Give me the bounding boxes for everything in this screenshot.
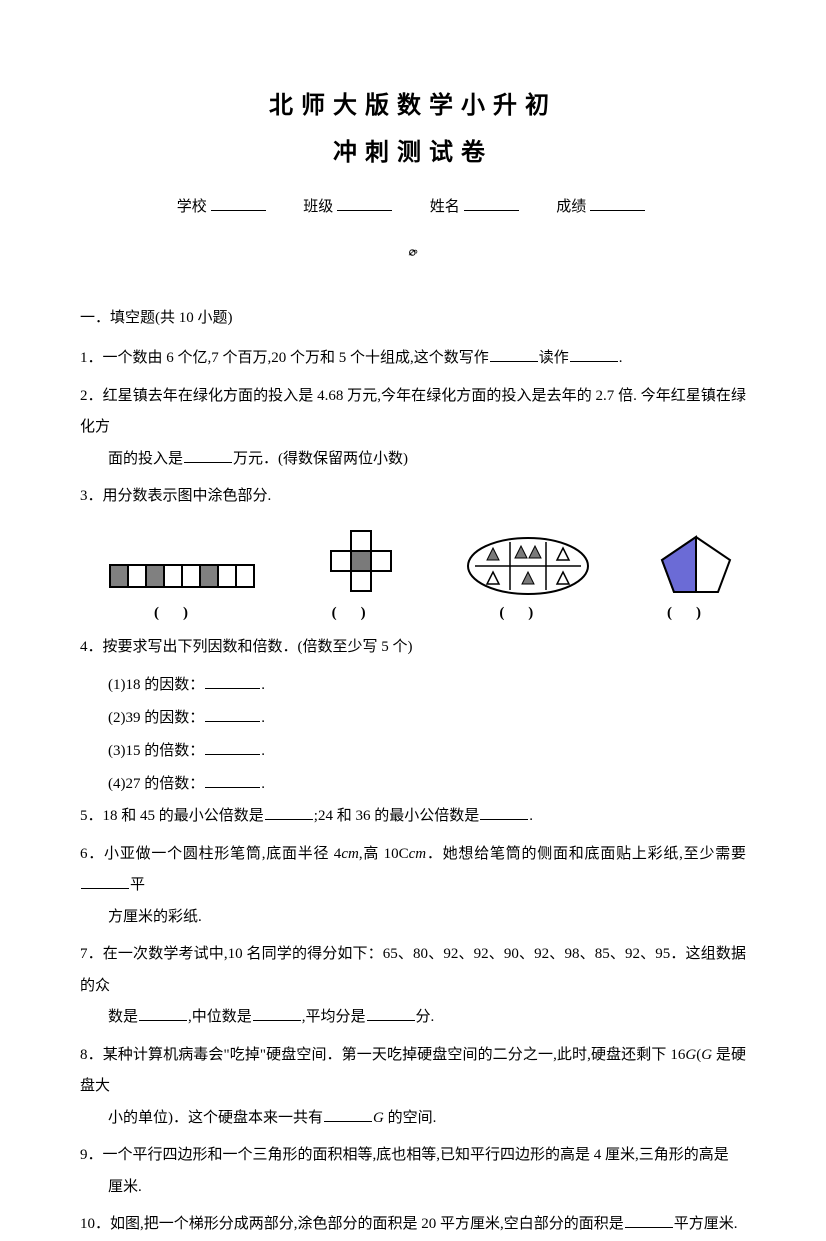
question-1: 1．一个数由 6 个亿,7 个百万,20 个万和 5 个十组成,这个数写作 读作. [80, 343, 746, 375]
q3-number: 3． [80, 488, 103, 504]
school-label: 学校 [177, 199, 207, 215]
score-label: 成绩 [556, 199, 586, 215]
q8-G1: G [685, 1047, 696, 1063]
q1-text-c: . [619, 350, 623, 366]
q2-blank[interactable] [184, 448, 232, 463]
q3-text: 用分数表示图中涂色部分. [103, 488, 272, 504]
exam-title-line1: 北师大版数学小升初 [80, 85, 746, 120]
q4-blank-1[interactable] [205, 674, 260, 689]
q7-text-e: 分. [416, 1009, 435, 1025]
q4-sub4: (4)27 的倍数：. [80, 768, 746, 801]
q4-sub2: (2)39 的因数：. [80, 702, 746, 735]
q4-text: 按要求写出下列因数和倍数．(倍数至少写 5 个) [103, 639, 413, 655]
q6-text-a: 小亚做一个圆柱形笔筒,底面半径 4 [104, 846, 341, 862]
question-8: 8．某种计算机病毒会"吃掉"硬盘空间．第一天吃掉硬盘空间的二分之一,此时,硬盘还… [80, 1040, 746, 1135]
q4-blank-3[interactable] [205, 740, 260, 755]
q5-blank-1[interactable] [265, 805, 313, 820]
q10-blank[interactable] [625, 1213, 673, 1228]
q4-blank-2[interactable] [205, 707, 260, 722]
q7-blank-1[interactable] [139, 1006, 187, 1021]
name-blank[interactable] [464, 210, 519, 211]
question-6: 6．小亚做一个圆柱形笔筒,底面半径 4cm,高 10Ccm．她想给笔筒的侧面和底… [80, 839, 746, 934]
q1-text-b: 读作 [539, 350, 569, 366]
q2-number: 2． [80, 388, 103, 404]
figure-4-pentagon: () [656, 532, 736, 622]
question-5: 5．18 和 45 的最小公倍数是 ;24 和 36 的最小公倍数是. [80, 801, 746, 833]
q9-number: 9． [80, 1147, 103, 1163]
q4-sub1: (1)18 的因数：. [80, 669, 746, 702]
student-info-line: 学校 班级 姓名 成绩 [80, 195, 746, 216]
q1-text-a: 一个数由 6 个亿,7 个百万,20 个万和 5 个十组成,这个数写作 [103, 350, 489, 366]
q5-text-b: ;24 和 36 的最小公倍数是 [314, 808, 479, 824]
q6-text-d: 平 [130, 877, 145, 893]
question-3: 3．用分数表示图中涂色部分. [80, 481, 746, 513]
question-2: 2．红星镇去年在绿化方面的投入是 4.68 万元,今年在绿化方面的投入是去年的 … [80, 381, 746, 476]
q5-blank-2[interactable] [480, 805, 528, 820]
pentagon-svg [656, 532, 736, 597]
figure-3-oval: () [463, 535, 593, 622]
q8-number: 8． [80, 1047, 103, 1063]
strip-svg [108, 557, 258, 597]
q6-number: 6． [80, 846, 104, 862]
q8-text-a: 某种计算机病毒会"吃掉"硬盘空间．第一天吃掉硬盘空间的二分之一,此时,硬盘还剩下… [103, 1047, 686, 1063]
fig1-paren: () [108, 605, 258, 622]
q7-text-a: 在一次数学考试中,10 名同学的得分如下：65、80、92、92、90、92、9… [80, 946, 746, 994]
separator-mark: ༳ [80, 238, 746, 278]
q4-number: 4． [80, 639, 103, 655]
question-10: 10．如图,把一个梯形分成两部分,涂色部分的面积是 20 平方厘米,空白部分的面… [80, 1209, 746, 1241]
class-blank[interactable] [337, 210, 392, 211]
score-blank[interactable] [590, 210, 645, 211]
q6-cm2: cm [409, 846, 427, 862]
q8-G2: G [701, 1047, 712, 1063]
name-label: 姓名 [430, 199, 460, 215]
q6-text-c: ．她想给笔筒的侧面和底面贴上彩纸,至少需要 [426, 846, 746, 862]
q8-G3: G [373, 1110, 384, 1126]
question-9: 9．一个平行四边形和一个三角形的面积相等,底也相等,已知平行四边形的高是 4 厘… [80, 1140, 746, 1203]
oval-svg [463, 535, 593, 597]
q7-text-d: ,平均分是 [302, 1009, 366, 1025]
q7-number: 7． [80, 946, 103, 962]
q5-text-a: 18 和 45 的最小公倍数是 [103, 808, 264, 824]
q7-text-c: ,中位数是 [188, 1009, 252, 1025]
q5-number: 5． [80, 808, 103, 824]
q10-number: 10． [80, 1216, 110, 1232]
school-blank[interactable] [211, 210, 266, 211]
q2-text-a: 红星镇去年在绿化方面的投入是 4.68 万元,今年在绿化方面的投入是去年的 2.… [80, 388, 746, 436]
q8-blank[interactable] [324, 1107, 372, 1122]
q2-text-b: 面的投入是 [108, 451, 183, 467]
q10-text-b: 平方厘米. [674, 1216, 738, 1232]
q6-cm: cm [341, 846, 359, 862]
q1-number: 1． [80, 350, 103, 366]
q6-text-b: ,高 10C [359, 846, 409, 862]
q6-text-e: 方厘米的彩纸. [108, 909, 202, 925]
fig3-paren: () [463, 605, 593, 622]
q4-sub3: (3)15 的倍数：. [80, 735, 746, 768]
q9-text-b: 厘米. [108, 1179, 142, 1195]
q1-blank-2[interactable] [570, 347, 618, 362]
class-label: 班级 [303, 199, 333, 215]
section-1-heading: 一．填空题(共 10 小题) [80, 306, 746, 327]
q4-blank-4[interactable] [205, 773, 260, 788]
q2-text-c: 万元．(得数保留两位小数) [233, 451, 408, 467]
fig2-paren: () [321, 605, 401, 622]
figure-2-cross: () [321, 527, 401, 622]
q7-blank-3[interactable] [367, 1006, 415, 1021]
q3-figures-row: () () () () [80, 519, 746, 626]
question-4: 4．按要求写出下列因数和倍数．(倍数至少写 5 个) [80, 632, 746, 664]
q5-text-c: . [529, 808, 533, 824]
q7-blank-2[interactable] [253, 1006, 301, 1021]
q9-text-a: 一个平行四边形和一个三角形的面积相等,底也相等,已知平行四边形的高是 4 厘米,… [103, 1147, 729, 1163]
q6-blank[interactable] [81, 874, 129, 889]
q1-blank-1[interactable] [490, 347, 538, 362]
fig4-paren: () [656, 605, 736, 622]
q8-text-d: 的空间. [384, 1110, 437, 1126]
figure-1-strip: () [108, 557, 258, 622]
q10-text-a: 如图,把一个梯形分成两部分,涂色部分的面积是 20 平方厘米,空白部分的面积是 [110, 1216, 624, 1232]
q8-text-c: 小的单位)．这个硬盘本来一共有 [108, 1110, 323, 1126]
cross-svg [321, 527, 401, 597]
question-7: 7．在一次数学考试中,10 名同学的得分如下：65、80、92、92、90、92… [80, 939, 746, 1034]
exam-title-line2: 冲刺测试卷 [80, 132, 746, 167]
q7-text-b: 数是 [108, 1009, 138, 1025]
